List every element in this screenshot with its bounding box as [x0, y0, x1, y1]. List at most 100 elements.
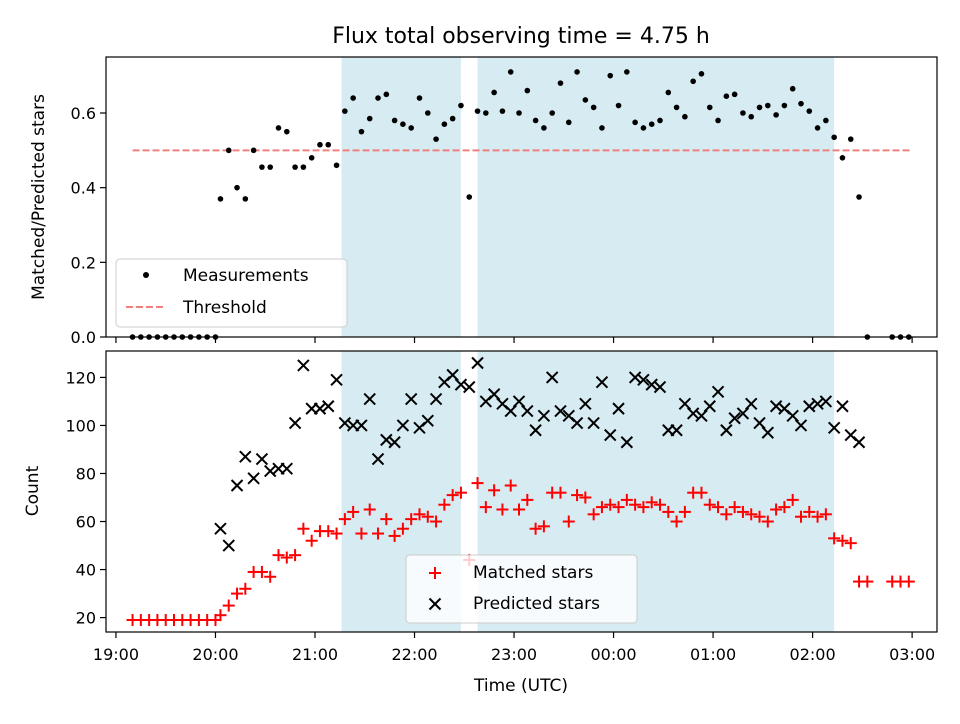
predicted-point-b	[487, 388, 501, 401]
predicted-point	[255, 452, 269, 466]
predicted-point	[645, 378, 658, 391]
predicted-point-b	[463, 380, 476, 394]
matched-point	[513, 503, 526, 516]
predicted-point-b	[247, 472, 260, 485]
bottom-y-tick-label: 60	[76, 513, 96, 532]
matched-point	[670, 515, 683, 528]
measurement-point	[806, 108, 813, 114]
top-shaded-interval	[341, 57, 461, 337]
predicted-point-b	[521, 404, 534, 418]
predicted-point-b	[280, 462, 294, 475]
predicted-point-b	[579, 397, 592, 411]
x-tick-label: 19:00	[93, 645, 139, 664]
measurement-point	[532, 117, 539, 124]
matched-point	[471, 477, 484, 490]
predicted-point-b	[454, 378, 468, 391]
predicted-point-b	[429, 392, 443, 406]
measurement-point	[391, 117, 398, 124]
predicted-point	[628, 371, 642, 384]
predicted-point	[297, 359, 310, 372]
predicted-point-b	[620, 436, 634, 449]
predicted-point-b	[421, 414, 434, 427]
matched-point	[305, 534, 318, 547]
predicted-point-b	[239, 450, 252, 463]
predicted-point-b	[678, 397, 692, 411]
measurement-point	[557, 80, 564, 86]
measurement-point	[582, 97, 589, 103]
predicted-point	[529, 424, 542, 437]
matched-point	[446, 489, 459, 502]
measurement-point	[690, 78, 696, 85]
predicted-point-b	[404, 392, 418, 406]
matched-point	[280, 551, 293, 564]
predicted-point-b	[587, 416, 600, 430]
predicted-point-b	[313, 402, 327, 415]
predicted-point-b	[554, 404, 567, 418]
predicted-point-b	[794, 419, 808, 432]
measurement-point	[267, 164, 274, 170]
matched-point	[902, 575, 915, 588]
matched-point	[488, 484, 501, 497]
measurement-point	[325, 141, 332, 148]
measurement-point	[856, 194, 862, 200]
matched-point	[745, 508, 758, 521]
predicted-point	[463, 380, 476, 394]
predicted-point-b	[222, 539, 235, 552]
measurement-point	[756, 104, 763, 111]
legend-plus-glyph	[429, 567, 441, 579]
measurement-point	[765, 102, 771, 109]
matched-point	[819, 508, 832, 521]
matched-point	[214, 609, 227, 622]
predicted-point	[686, 407, 700, 420]
predicted-point	[471, 356, 484, 370]
measurement-point	[449, 115, 456, 122]
predicted-point	[330, 373, 343, 387]
measurement-point	[458, 102, 464, 109]
measurement-point	[283, 128, 290, 135]
predicted-point	[570, 416, 584, 430]
predicted-point-b	[264, 464, 277, 478]
x-axis-label: Time (UTC)	[473, 676, 568, 696]
measurement-point	[748, 113, 755, 120]
bottom-y-tick-label: 20	[76, 609, 96, 628]
predicted-point-b	[670, 424, 683, 437]
measurement-point	[798, 100, 804, 107]
matched-point	[554, 486, 567, 499]
top-y-axis-label: Matched/Predicted stars	[29, 94, 49, 300]
bottom-y-tick-label: 40	[76, 561, 96, 580]
predicted-point-b	[778, 402, 791, 415]
matched-point	[562, 515, 575, 528]
top-shaded-regions	[341, 57, 835, 337]
matched-point	[728, 501, 741, 514]
matched-point	[231, 587, 244, 600]
bottom-legend: Matched stars Predicted stars	[405, 554, 638, 624]
chart-title: Flux total observing time = 4.75 h	[332, 24, 710, 49]
predicted-point-b	[827, 421, 841, 435]
bottom-y-tick-label: 80	[76, 464, 96, 483]
matched-point	[363, 503, 376, 516]
measurement-point	[300, 164, 307, 170]
measurement-point	[400, 121, 406, 127]
measurement-point	[682, 113, 688, 120]
matched-point	[736, 505, 749, 518]
matched-point	[255, 565, 268, 578]
x-tick-label: 20:00	[192, 645, 238, 664]
matched-point	[712, 501, 725, 514]
measurement-point	[549, 110, 555, 116]
predicted-point	[670, 424, 683, 437]
matched-point	[521, 493, 534, 506]
matched-point	[330, 527, 343, 540]
predicted-point	[338, 416, 352, 430]
predicted-point-b	[612, 402, 625, 415]
predicted-point-b	[330, 373, 343, 387]
measurement-point	[225, 147, 232, 154]
measurement-point	[823, 117, 829, 124]
predicted-point	[388, 436, 401, 449]
measurement-point	[292, 164, 298, 170]
predicted-point-b	[355, 419, 368, 432]
predicted-point	[214, 522, 227, 535]
measurement-point	[640, 125, 647, 131]
predicted-point	[612, 402, 625, 415]
predicted-point-b	[811, 397, 824, 411]
